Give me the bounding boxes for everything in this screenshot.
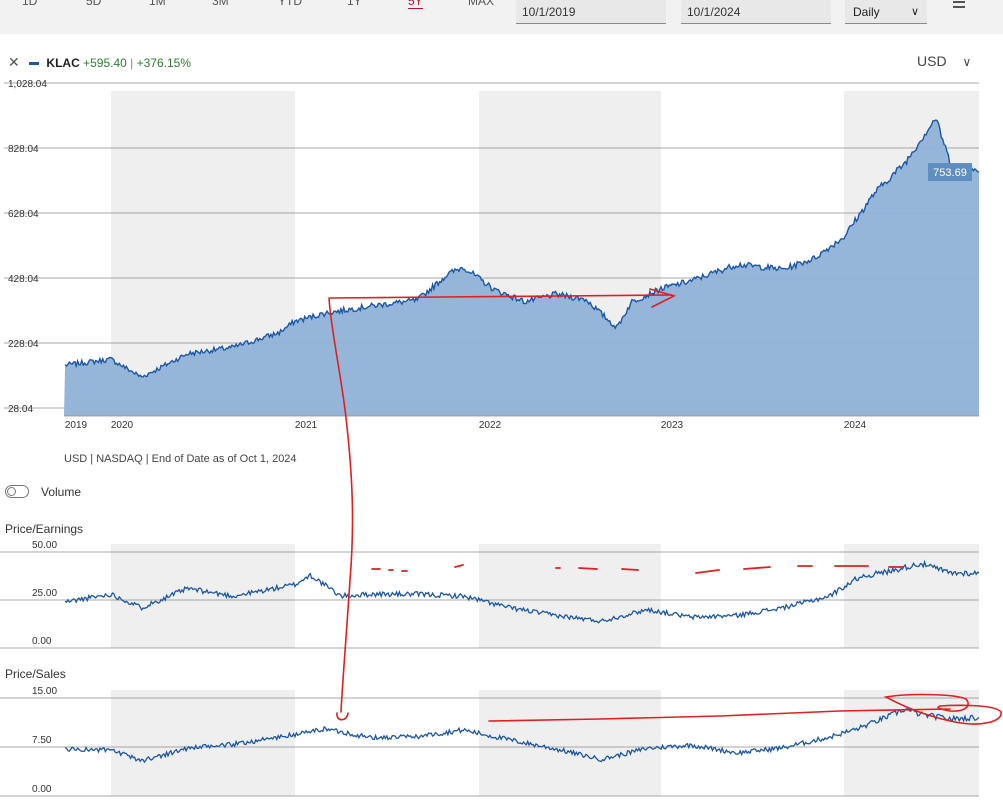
ratio-line — [64, 559, 980, 624]
year-band — [479, 690, 661, 796]
y-tick-label: 15.00 — [32, 686, 57, 697]
y-tick-label: 25.00 — [32, 588, 57, 599]
y-tick-label: 0.00 — [32, 636, 52, 647]
legend-change-pct: +376.15% — [136, 56, 192, 70]
y-tick-label: 7.50 — [32, 735, 52, 746]
source-note: USD | NASDAQ | End of Date as of Oct 1, … — [64, 453, 297, 465]
legend-ticker: KLAC — [46, 56, 80, 70]
period-tab-5y[interactable]: 5Y — [408, 0, 423, 9]
period-tab-1d[interactable]: 1D — [22, 0, 38, 8]
start-date-input[interactable]: 10/1/2019 — [516, 0, 666, 24]
chevron-down-icon: ∨ — [962, 55, 972, 69]
period-tab-max[interactable]: MAX — [468, 0, 495, 8]
x-tick-label: 2022 — [479, 420, 502, 431]
x-tick-label: 2024 — [844, 420, 867, 431]
end-date-input[interactable]: 10/1/2024 — [681, 0, 831, 24]
period-tab-1y[interactable]: 1Y — [347, 0, 362, 8]
y-tick-label: 828.04 — [8, 144, 39, 155]
ps-chart: 0.00 7.50 15.00 — [0, 686, 980, 797]
chevron-down-icon: ∨ — [910, 6, 919, 18]
volume-toggle[interactable] — [5, 485, 29, 498]
legend-separator: | — [130, 56, 134, 70]
series-swatch — [29, 62, 40, 66]
x-tick-label: 2020 — [111, 420, 134, 431]
period-tab-ytd[interactable]: YTD — [278, 0, 302, 8]
currency-value: USD — [917, 53, 947, 69]
last-value-label: 753.69 — [933, 167, 967, 179]
ratio-line — [64, 708, 980, 764]
currency-select[interactable]: USD ∨ — [917, 53, 971, 69]
period-tab-5d[interactable]: 5D — [86, 0, 102, 8]
frequency-value: Daily — [853, 5, 880, 19]
y-tick-label: 628.04 — [8, 209, 39, 220]
year-band — [111, 690, 295, 796]
series-legend: ✕ KLAC +595.40 | +376.15% — [8, 54, 191, 71]
year-band — [479, 544, 661, 648]
period-tab-3m[interactable]: 3M — [212, 0, 229, 8]
price-chart: 28.04 228.04 428.04 628.04 828.04 1,028.04 201… — [4, 79, 980, 431]
top-toolbar: 1D 5D 1M 3M YTD 1Y 5Y MAX 10/1/2019 10/1… — [0, 0, 1003, 34]
frequency-select[interactable]: Daily ∨ — [845, 0, 927, 24]
x-tick-label: 2021 — [295, 420, 318, 431]
price-area — [64, 120, 979, 416]
pe-chart: 0.00 25.00 50.00 — [0, 540, 980, 649]
y-tick-label: 50.00 — [32, 540, 57, 551]
last-value-badge — [928, 163, 972, 182]
ps-title: Price/Sales — [5, 667, 66, 681]
year-band — [111, 544, 295, 648]
y-tick-label: 28.04 — [8, 404, 33, 415]
menu-list-icon[interactable] — [949, 0, 967, 16]
x-tick-label: 2019 — [65, 420, 88, 431]
y-tick-label: 428.04 — [8, 274, 39, 285]
y-tick-label: 228.04 — [8, 339, 39, 350]
year-band — [844, 544, 979, 648]
x-tick-label: 2023 — [661, 420, 684, 431]
pe-title: Price/Earnings — [5, 522, 84, 536]
y-tick-label: 1,028.04 — [8, 79, 47, 90]
volume-label: Volume — [41, 485, 82, 499]
close-icon[interactable]: ✕ — [8, 54, 20, 70]
y-tick-label: 0.00 — [32, 784, 52, 795]
period-tab-1m[interactable]: 1M — [149, 0, 166, 8]
legend-change: +595.40 — [83, 56, 127, 70]
year-band — [844, 690, 979, 796]
